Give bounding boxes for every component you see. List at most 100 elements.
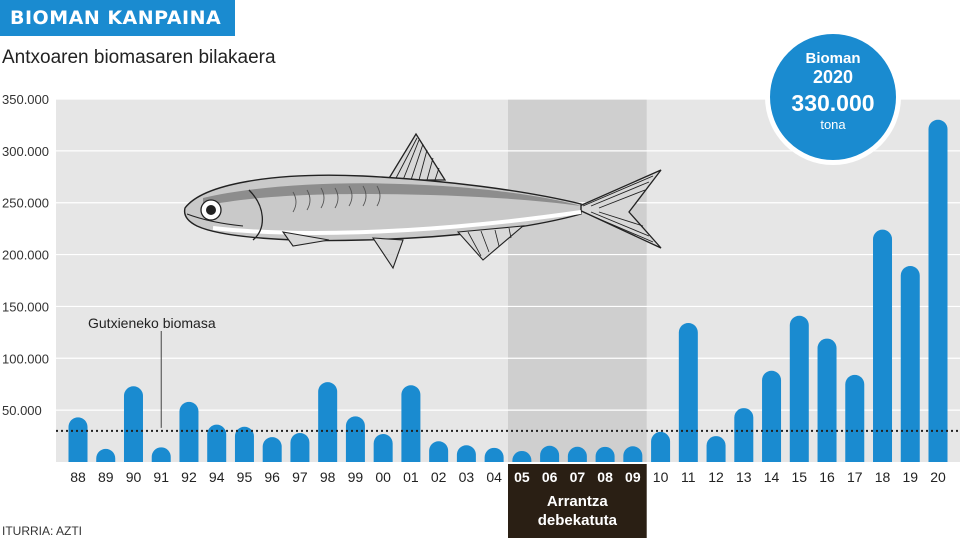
tail-fin-rays <box>582 175 654 243</box>
fishing-ban-label-line2: debekatuta <box>538 512 618 529</box>
bar-99 <box>345 416 365 462</box>
bioman-2020-badge: Bioman 2020 330.000 tona <box>766 30 900 164</box>
x-axis-ticks: 88 89 90 91 92 94 95 96 97 98 99 00 01 02 03 04 05 06 07 08… <box>70 469 946 485</box>
bar-07 <box>567 446 587 462</box>
bar-88 <box>68 417 88 462</box>
bar-91 <box>151 447 171 462</box>
bar-19 <box>900 265 920 462</box>
fishing-ban-band <box>508 99 647 462</box>
bar-00 <box>373 433 393 462</box>
x-tick-label: 01 <box>403 469 419 485</box>
bar-20 <box>928 119 948 462</box>
chart-subtitle: Antxoaren biomasaren bilakaera <box>2 47 276 68</box>
x-tick-label: 03 <box>459 469 475 485</box>
y-tick-label: 200.000 <box>2 248 49 263</box>
x-tick-label: 09 <box>625 469 641 485</box>
bar-09 <box>623 446 643 462</box>
mouth <box>186 213 244 227</box>
bar-96 <box>262 437 282 462</box>
x-tick-label: 94 <box>209 469 225 485</box>
bar-02 <box>429 441 449 462</box>
fishing-ban-label-box <box>508 464 647 538</box>
x-tick-label: 08 <box>597 469 613 485</box>
y-axis-ticks: 50.000 100.000 150.000 200.000 250.000 300.00… <box>2 92 49 418</box>
x-tick-label: 07 <box>570 469 586 485</box>
y-tick-label: 100.000 <box>2 351 49 366</box>
bar-17 <box>845 374 865 462</box>
bar-94 <box>207 424 227 462</box>
bar-12 <box>706 436 726 462</box>
x-tick-label: 12 <box>708 469 724 485</box>
x-tick-label: 15 <box>792 469 808 485</box>
title-banner: BIOMAN KANPAINA <box>0 0 236 36</box>
anal-fin <box>456 225 525 261</box>
x-tick-label: 90 <box>126 469 142 485</box>
x-tick-label: 97 <box>292 469 308 485</box>
y-tick-label: 350.000 <box>2 92 49 107</box>
bar-95 <box>234 426 254 462</box>
bars <box>68 119 948 462</box>
bar-92 <box>179 401 199 462</box>
badge-value: 330.000 <box>791 90 875 116</box>
x-tick-label: 99 <box>348 469 364 485</box>
anchovy-illustration <box>183 132 662 270</box>
bar-14 <box>762 370 782 462</box>
x-tick-label: 88 <box>70 469 86 485</box>
bar-18 <box>873 229 893 462</box>
y-tick-label: 250.000 <box>2 196 49 211</box>
fishing-ban-label-line1: Arrantza <box>547 493 609 510</box>
source-note: ITURRIA: AZTI <box>2 524 83 538</box>
dorsal-fin-rays <box>394 137 440 181</box>
bar-03 <box>456 445 476 462</box>
x-tick-label: 96 <box>264 469 280 485</box>
x-tick-label: 13 <box>736 469 752 485</box>
x-tick-label: 10 <box>653 469 669 485</box>
bar-08 <box>595 446 615 462</box>
fish-pupil <box>206 205 216 215</box>
y-tick-label: 150.000 <box>2 299 49 314</box>
bar-05 <box>512 450 532 462</box>
x-tick-label: 16 <box>819 469 835 485</box>
bar-11 <box>678 323 698 462</box>
y-tick-label: 300.000 <box>2 144 49 159</box>
tail-fin <box>573 169 662 249</box>
bar-13 <box>734 408 754 462</box>
badge-line1: Bioman <box>805 50 861 67</box>
x-tick-label: 04 <box>486 469 502 485</box>
x-tick-label: 17 <box>847 469 863 485</box>
x-tick-label: 00 <box>375 469 391 485</box>
x-tick-label: 11 <box>681 469 696 485</box>
bar-15 <box>789 315 809 462</box>
badge-line2: 2020 <box>812 67 854 87</box>
x-tick-label: 18 <box>875 469 891 485</box>
bar-89 <box>96 448 116 462</box>
bar-16 <box>817 338 837 462</box>
badge-unit: tona <box>820 117 846 132</box>
bar-90 <box>123 386 143 462</box>
gill-cover <box>248 189 263 241</box>
minimum-biomass-label: Gutxieneko biomasa <box>88 315 216 331</box>
x-tick-label: 20 <box>930 469 946 485</box>
y-tick-label: 50.000 <box>2 403 42 418</box>
bar-97 <box>290 432 310 462</box>
pectoral-fin <box>281 231 330 247</box>
x-tick-label: 91 <box>153 469 169 485</box>
bar-06 <box>540 445 560 462</box>
x-tick-label: 92 <box>181 469 197 485</box>
x-tick-label: 98 <box>320 469 336 485</box>
bar-01 <box>401 385 421 462</box>
pelvic-fin <box>371 237 404 270</box>
fish-belly <box>212 210 582 235</box>
chart-title: BIOMAN KANPAINA <box>10 7 222 29</box>
bar-10 <box>651 431 671 462</box>
bar-04 <box>484 447 504 462</box>
x-tick-label: 06 <box>542 469 558 485</box>
x-tick-label: 05 <box>514 469 530 485</box>
anal-fin-rays <box>467 227 512 257</box>
x-tick-label: 14 <box>764 469 780 485</box>
x-tick-label: 19 <box>902 469 918 485</box>
x-tick-label: 02 <box>431 469 447 485</box>
fish-back <box>203 183 581 206</box>
fish-scales <box>292 185 381 213</box>
x-tick-label: 89 <box>98 469 114 485</box>
